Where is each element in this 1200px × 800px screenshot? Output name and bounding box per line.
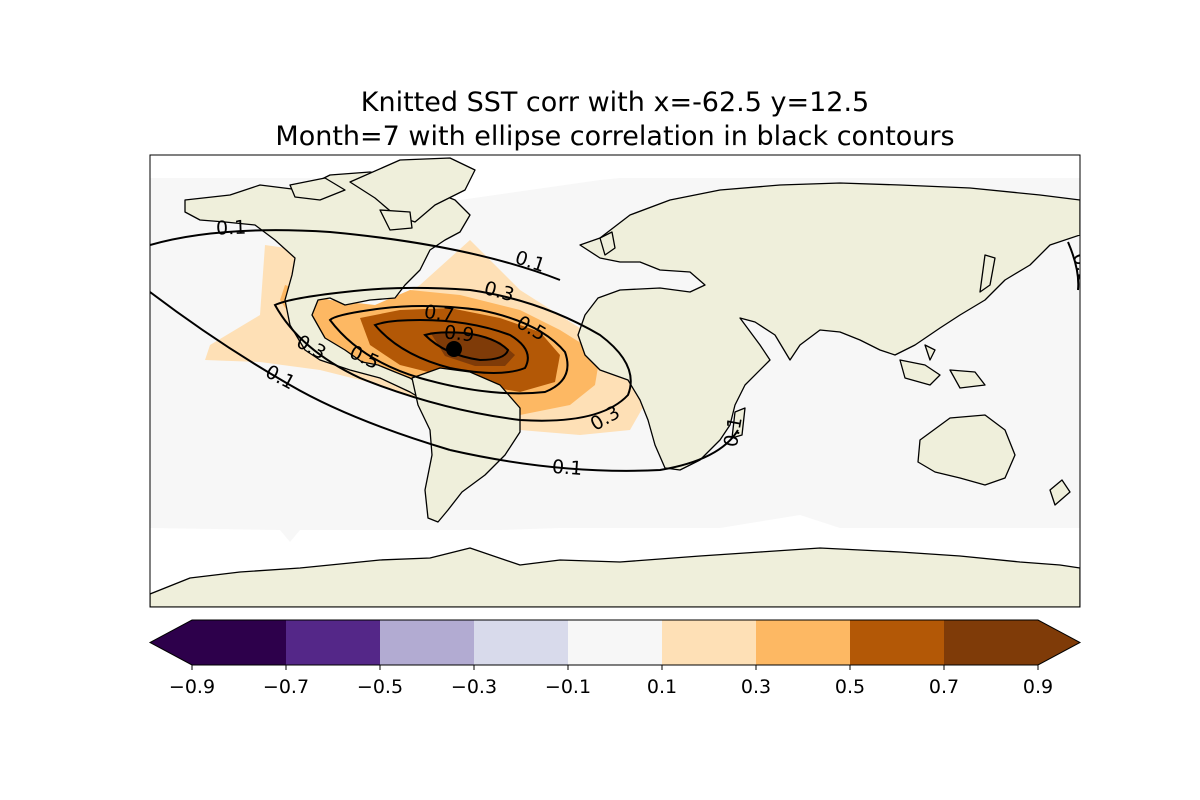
- land-antarctica: [150, 547, 1080, 607]
- colorbar-extend-max: [1038, 620, 1080, 665]
- land-greenland: [349, 157, 476, 223]
- colorbar-tick-label: 0.1: [647, 676, 677, 698]
- land-eurasia-africa: [577, 182, 1080, 471]
- colorbar-tick-label: −0.1: [545, 676, 591, 698]
- colorbar-tick-label: 0.5: [835, 676, 865, 698]
- colorbar-extend-min: [150, 620, 192, 665]
- title-line-1: Knitted SST corr with x=-62.5 y=12.5: [360, 87, 870, 118]
- contour-label: 0.1: [216, 217, 247, 240]
- contour-0.1-west: [150, 291, 451, 451]
- colorbar-segment: [568, 620, 663, 665]
- contour-0.1-upper: [150, 229, 561, 281]
- map-frame: [149, 154, 1081, 608]
- land-australia: [917, 414, 1016, 486]
- contour-0.1-lower: [449, 429, 739, 472]
- contour-label: 0.7: [423, 301, 456, 327]
- map-layers: 0.1 0.1 0.1 0.1 0.1 0.3 0.3 0.3 0.5 0.5 …: [150, 157, 1080, 607]
- map-title: Knitted SST corr with x=-62.5 y=12.5 Mon…: [150, 86, 1080, 154]
- contour-0.1-east: [1067, 241, 1080, 291]
- colorbar-tick-label: −0.9: [169, 676, 215, 698]
- land-arctic-islands: [289, 177, 413, 231]
- land-madagascar: [731, 407, 746, 439]
- colorbar-segment: [474, 620, 569, 665]
- colorbar-tick-label: 0.3: [741, 676, 771, 698]
- colorbar-segment: [850, 620, 945, 665]
- land-masses: [150, 157, 1080, 607]
- contour-0.5: [328, 305, 569, 395]
- contour-0.3: [273, 286, 632, 422]
- colorbar-tick-label: −0.3: [451, 676, 497, 698]
- colorbar-segment: [944, 620, 1039, 665]
- colorbar-segment: [756, 620, 851, 665]
- contour-0.9: [423, 331, 510, 362]
- colorbar-tick-label: −0.5: [357, 676, 403, 698]
- contour-label: 0.1: [720, 415, 747, 449]
- ellipse-contours: [150, 229, 1080, 472]
- colorbar-tick-label: 0.7: [929, 676, 959, 698]
- colorbar-segment: [192, 620, 287, 665]
- land-new-zealand: [1049, 479, 1071, 506]
- colorbar-tick-label: −0.7: [263, 676, 309, 698]
- colorbar-segment: [662, 620, 757, 665]
- land-southeast-asia-islands: [899, 344, 986, 389]
- reference-point-marker: [446, 341, 462, 357]
- title-line-2: Month=7 with ellipse correlation in blac…: [275, 121, 955, 152]
- land-japan: [979, 254, 996, 293]
- land-britain: [599, 231, 616, 256]
- contour-0.7: [373, 318, 529, 374]
- colorbar-tick-label: 0.9: [1023, 676, 1053, 698]
- colorbar: −0.9 −0.7 −0.5 −0.3 −0.1 0.1 0.3 0.5 0.7 0.9: [148, 619, 1082, 698]
- colorbar-segment: [380, 620, 475, 665]
- contour-label: 0.9: [443, 321, 475, 346]
- land-south-america: [411, 367, 521, 523]
- colorbar-segment: [286, 620, 381, 665]
- contour-label: 0.1: [551, 456, 583, 480]
